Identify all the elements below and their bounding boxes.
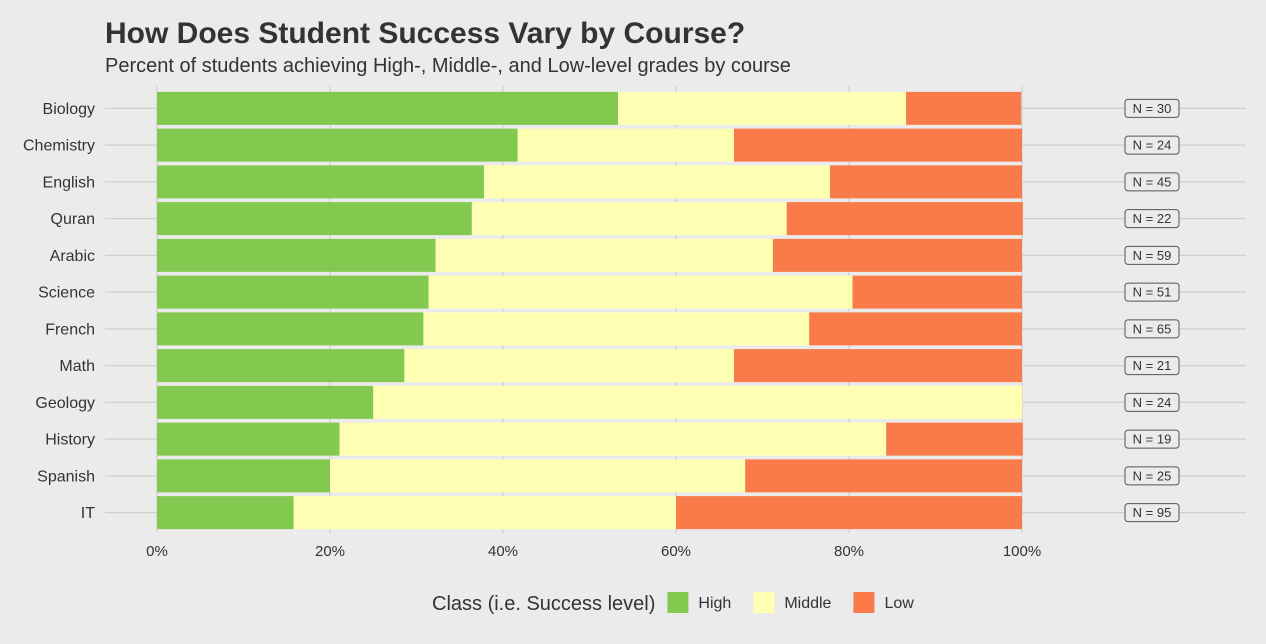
svg-text:N = 65: N = 65: [1133, 321, 1172, 336]
svg-text:N = 30: N = 30: [1133, 101, 1172, 116]
legend-item-middle: Middle: [753, 592, 832, 613]
category-label: Arabic: [50, 248, 95, 265]
bar-segment-high: [157, 459, 330, 493]
bar-segment-middle: [435, 238, 773, 272]
bar-segment-high: [157, 349, 405, 383]
bar-segment-high: [157, 91, 619, 125]
svg-text:N = 59: N = 59: [1133, 248, 1172, 263]
bar-segment-middle: [373, 385, 1022, 419]
bar-segment-low: [906, 91, 1022, 125]
chart-title: How Does Student Success Vary by Course?: [105, 17, 745, 50]
n-label: N = 65: [1124, 319, 1180, 339]
legend-label: Middle: [784, 595, 831, 612]
bar-segment-high: [157, 496, 294, 530]
n-label: N = 45: [1124, 172, 1180, 192]
n-label: N = 24: [1124, 135, 1180, 155]
category-labels: Biology Chemistry English Quran Arabic Scienc…: [23, 101, 95, 522]
x-tick-label: 100%: [1003, 543, 1041, 560]
bar-segment-low: [786, 202, 1023, 236]
n-label: N = 59: [1124, 245, 1180, 265]
category-label: Science: [38, 285, 95, 302]
n-label: N = 22: [1124, 209, 1180, 229]
legend-swatch: [753, 592, 775, 613]
bar-segment-low: [852, 275, 1022, 309]
bar-segment-high: [157, 312, 424, 346]
bar-segment-high: [157, 385, 374, 419]
category-label: Biology: [43, 101, 95, 118]
bar-segment-high: [157, 202, 472, 236]
x-tick-label: 60%: [661, 543, 691, 560]
bar-segment-high: [157, 275, 429, 309]
category-label: Quran: [51, 211, 95, 228]
category-label: Chemistry: [23, 138, 95, 155]
chart-subtitle: Percent of students achieving High-, Mid…: [105, 55, 791, 77]
bar-segment-low: [772, 238, 1022, 272]
bar-segment-middle: [618, 91, 907, 125]
legend: Class (i.e. Success level) High Middle Low: [432, 592, 914, 615]
bar-segment-middle: [404, 349, 734, 383]
bar-segment-middle: [471, 202, 787, 236]
bar-segment-low: [676, 496, 1022, 530]
svg-text:N = 24: N = 24: [1133, 395, 1172, 410]
legend-swatch: [667, 592, 689, 613]
category-label: Math: [59, 358, 95, 375]
bar-segment-low: [829, 165, 1022, 199]
svg-text:N = 45: N = 45: [1133, 174, 1172, 189]
legend-label: High: [698, 595, 731, 612]
bar-segment-high: [157, 165, 484, 199]
category-label: French: [45, 321, 95, 338]
category-label: IT: [81, 505, 95, 522]
x-tick-label: 40%: [488, 543, 518, 560]
bar-segment-middle: [339, 422, 887, 456]
category-label: Spanish: [37, 468, 95, 485]
bar-segment-low: [745, 459, 1022, 493]
legend-swatch: [853, 592, 875, 613]
bar-segment-middle: [330, 459, 746, 493]
n-label: N = 21: [1124, 356, 1180, 376]
n-label: N = 25: [1124, 466, 1180, 486]
bar-segment-low: [886, 422, 1023, 456]
svg-text:N = 51: N = 51: [1133, 285, 1172, 300]
bar-segment-high: [157, 422, 340, 456]
n-label: N = 30: [1124, 98, 1180, 118]
n-label: N = 95: [1124, 503, 1180, 523]
bar-segment-middle: [293, 496, 676, 530]
bar-segment-middle: [483, 165, 830, 199]
svg-text:N = 19: N = 19: [1133, 432, 1172, 447]
x-tick-label: 0%: [146, 543, 168, 560]
bar-segment-high: [157, 128, 518, 162]
category-label: English: [43, 174, 95, 191]
bars: [157, 91, 1023, 530]
n-labels: N = 30 N = 24 N = 45 N = 22 N = 59 N = 51 N = …: [1124, 98, 1180, 523]
bar-segment-middle: [428, 275, 853, 309]
bar-segment-high: [157, 238, 436, 272]
bar-segment-middle: [423, 312, 810, 346]
svg-text:N = 25: N = 25: [1133, 468, 1172, 483]
bar-segment-low: [809, 312, 1022, 346]
x-tick-labels: 0% 20% 40% 60% 80% 100%: [146, 543, 1041, 560]
bar-segment-low: [733, 349, 1022, 383]
legend-label: Low: [884, 595, 914, 612]
svg-text:N = 95: N = 95: [1133, 505, 1172, 520]
svg-text:N = 22: N = 22: [1133, 211, 1172, 226]
n-label: N = 24: [1124, 392, 1180, 412]
legend-item-low: Low: [853, 592, 914, 613]
x-tick-label: 80%: [834, 543, 864, 560]
legend-item-high: High: [667, 592, 731, 613]
n-label: N = 51: [1124, 282, 1180, 302]
category-label: History: [45, 432, 95, 449]
svg-text:N = 21: N = 21: [1133, 358, 1172, 373]
bar-segment-middle: [517, 128, 734, 162]
svg-text:N = 24: N = 24: [1133, 138, 1172, 153]
x-tick-label: 20%: [315, 543, 345, 560]
bar-segment-low: [733, 128, 1022, 162]
category-label: Geology: [35, 395, 95, 412]
n-label: N = 19: [1124, 429, 1180, 449]
legend-title: Class (i.e. Success level): [432, 593, 655, 615]
